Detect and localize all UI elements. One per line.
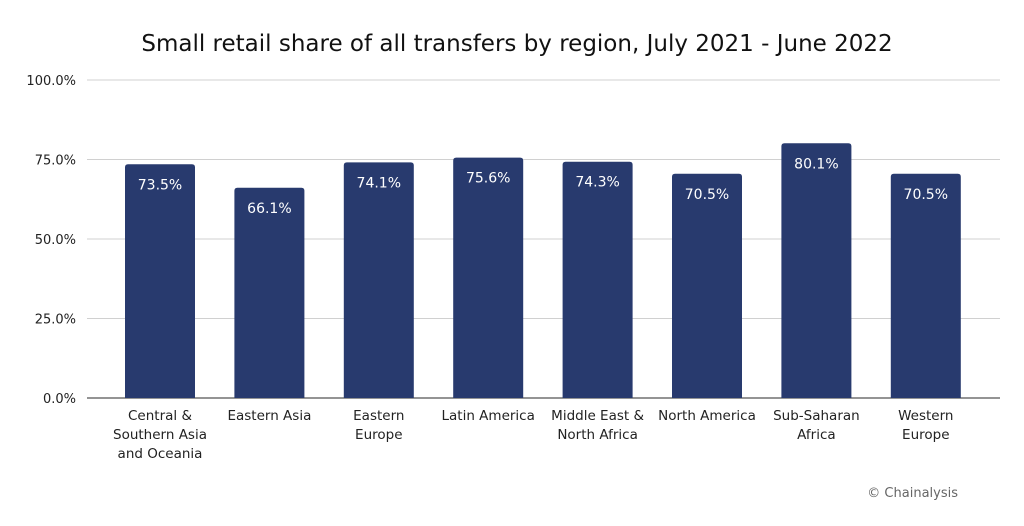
bar (343, 162, 414, 398)
x-tick-label: Central & (128, 408, 192, 424)
x-tick-label: North Africa (557, 427, 638, 443)
y-tick-label: 25.0% (35, 313, 76, 328)
x-tick-label: Eastern (353, 408, 404, 424)
x-tick-label: Africa (797, 427, 836, 443)
credit-text: © Chainalysis (867, 486, 958, 501)
x-tick-label: Sub-Saharan (773, 408, 860, 424)
y-tick-label: 100.0% (26, 74, 76, 89)
x-tick-label: Europe (902, 427, 949, 443)
bar (453, 157, 524, 398)
bar (125, 164, 195, 398)
y-tick-label: 50.0% (35, 233, 76, 248)
bar (234, 187, 305, 398)
chart-title: Small retail share of all transfers by r… (141, 31, 892, 57)
data-label: 70.5% (685, 187, 729, 203)
bar (562, 161, 633, 398)
data-label: 75.6% (466, 171, 510, 187)
data-label: 66.1% (247, 201, 291, 217)
data-label: 80.1% (794, 156, 838, 172)
x-tick-label: Southern Asia (113, 427, 207, 443)
bar (672, 173, 742, 398)
x-tick-label: Latin America (442, 408, 535, 424)
x-tick-label: Western (898, 408, 953, 424)
x-tick-label: Europe (355, 427, 402, 443)
x-tick-label: Eastern Asia (227, 408, 311, 424)
bar (781, 143, 852, 398)
data-label: 73.5% (138, 177, 182, 193)
x-tick-label: North America (658, 408, 756, 424)
bar (890, 173, 961, 398)
x-tick-label: Middle East & (551, 408, 644, 424)
data-label: 74.1% (357, 175, 401, 191)
y-tick-label: 0.0% (43, 392, 76, 407)
data-label: 70.5% (904, 187, 948, 203)
data-label: 74.3% (575, 175, 619, 191)
x-tick-label: and Oceania (118, 446, 203, 462)
y-tick-label: 75.0% (35, 154, 76, 169)
